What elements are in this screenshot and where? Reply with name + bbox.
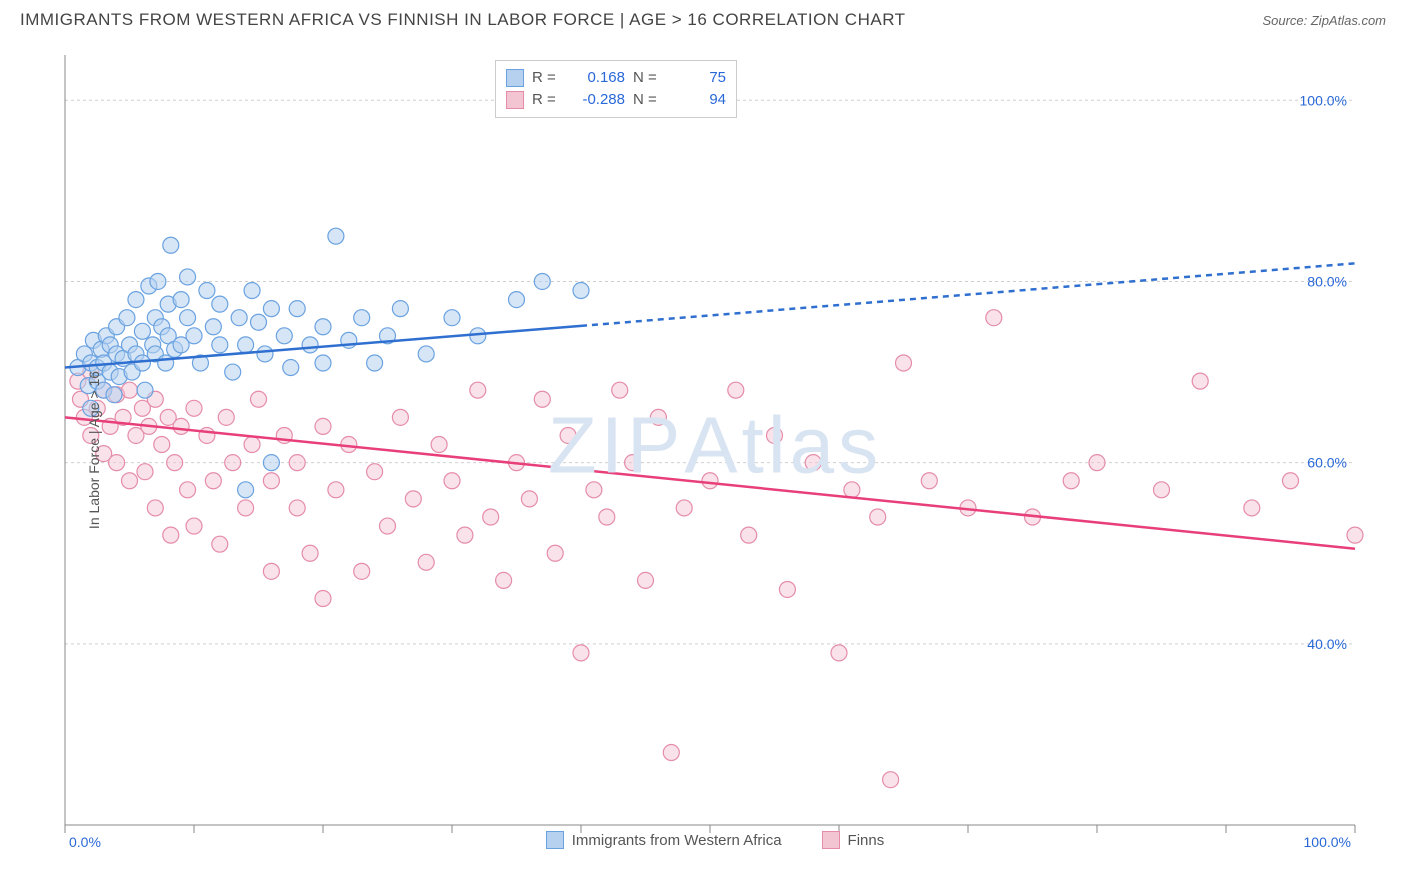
series-legend: Immigrants from Western Africa Finns	[45, 825, 1385, 855]
n-label: N =	[633, 89, 663, 111]
correlation-legend: R = 0.168 N = 75 R = -0.288 N = 94	[495, 60, 737, 118]
n-value-immigrants: 75	[671, 67, 726, 89]
legend-item-finns: Finns	[822, 831, 885, 849]
svg-text:80.0%: 80.0%	[1307, 273, 1347, 289]
source-label: Source: ZipAtlas.com	[1262, 13, 1386, 28]
swatch-finns	[506, 91, 524, 109]
svg-text:40.0%: 40.0%	[1307, 636, 1347, 652]
svg-text:100.0%: 100.0%	[1300, 92, 1347, 108]
swatch-finns-icon	[822, 831, 840, 849]
legend-item-immigrants: Immigrants from Western Africa	[546, 831, 782, 849]
svg-text:60.0%: 60.0%	[1307, 455, 1347, 471]
chart-title: IMMIGRANTS FROM WESTERN AFRICA VS FINNIS…	[20, 10, 906, 30]
r-value-finns: -0.288	[570, 89, 625, 111]
swatch-immigrants-icon	[546, 831, 564, 849]
legend-row-finns: R = -0.288 N = 94	[506, 89, 726, 111]
legend-label-finns: Finns	[848, 832, 885, 849]
legend-label-immigrants: Immigrants from Western Africa	[572, 832, 782, 849]
r-value-immigrants: 0.168	[570, 67, 625, 89]
r-label: R =	[532, 89, 562, 111]
n-value-finns: 94	[671, 89, 726, 111]
legend-row-immigrants: R = 0.168 N = 75	[506, 67, 726, 89]
swatch-immigrants	[506, 69, 524, 87]
y-axis-label: In Labor Force | Age > 16	[86, 371, 102, 529]
n-label: N =	[633, 67, 663, 89]
r-label: R =	[532, 67, 562, 89]
header: IMMIGRANTS FROM WESTERN AFRICA VS FINNIS…	[0, 0, 1406, 35]
scatter-plot: 40.0%60.0%80.0%100.0%0.0%100.0%	[45, 45, 1385, 855]
chart-container: In Labor Force | Age > 16 ZIPAtlas R = 0…	[45, 45, 1385, 855]
